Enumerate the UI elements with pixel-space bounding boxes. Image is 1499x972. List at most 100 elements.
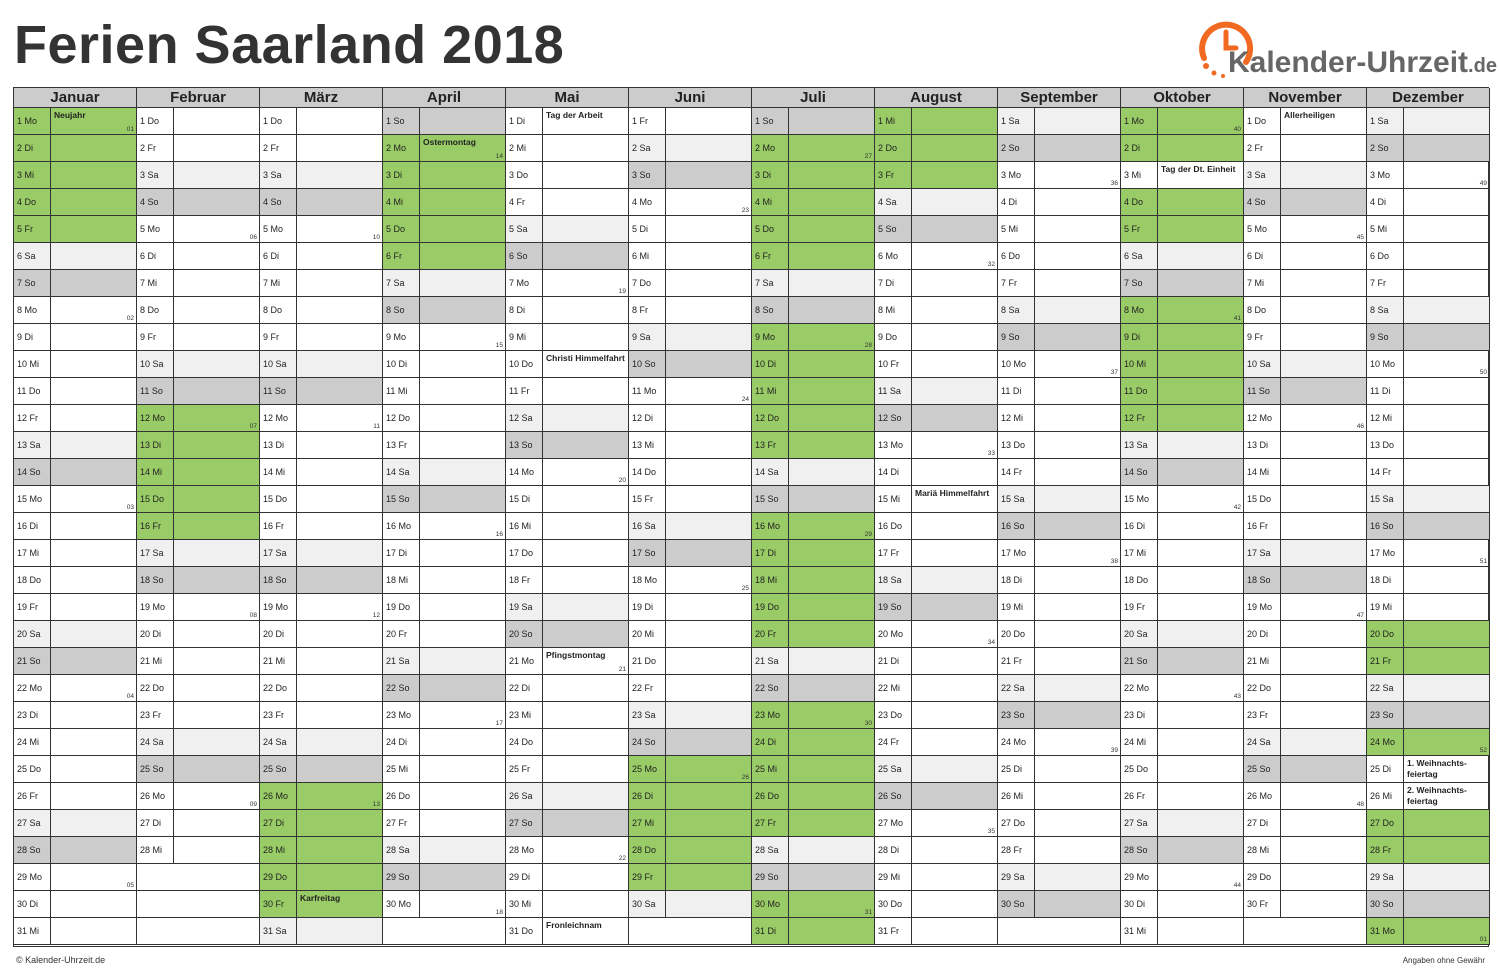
day-fill (420, 432, 505, 458)
month-column: Februar 1 Do 2 Fr 3 Sa 4 So 5 Mo 06 6 Di 7 Mi 8 D… (137, 88, 260, 946)
day-cell: 8 Do (260, 297, 383, 324)
day-label: 10 Di (752, 351, 789, 377)
day-fill (1281, 243, 1366, 269)
day-label: 8 Sa (998, 297, 1035, 323)
day-label: 2 Sa (629, 135, 666, 161)
day-cell: 17 Mi (14, 540, 137, 567)
day-cell: 9 Fr (260, 324, 383, 351)
day-label: 6 Fr (752, 243, 789, 269)
day-cell: 15 Fr (629, 486, 752, 513)
day-fill (1035, 378, 1120, 404)
day-label: 4 Sa (875, 189, 912, 215)
day-label: 1 Mo (14, 108, 51, 134)
day-fill (420, 756, 505, 782)
day-cell: 22 Di (506, 675, 629, 702)
day-fill (297, 324, 382, 350)
day-cell: 17 Fr (875, 540, 998, 567)
day-cell: 3 Mi (14, 162, 137, 189)
day-fill (912, 567, 997, 593)
day-cell: 13 Do (1367, 432, 1490, 459)
week-number: 43 (1233, 693, 1241, 700)
day-cell: 19 So (875, 594, 998, 621)
day-cell: 9 Mo 15 (383, 324, 506, 351)
day-cell: 5 Sa (506, 216, 629, 243)
day-cell: 16 So (998, 513, 1121, 540)
day-label: 6 Di (260, 243, 297, 269)
day-label: 17 Di (383, 540, 420, 566)
day-fill (789, 594, 874, 620)
day-fill (912, 648, 997, 674)
day-label: 8 So (752, 297, 789, 323)
week-number: 12 (372, 612, 380, 619)
day-cell: 1 So (383, 108, 506, 135)
day-label: 3 Mo (1367, 162, 1404, 188)
day-fill (912, 702, 997, 728)
day-fill (789, 540, 874, 566)
day-cell: 12 Mi (998, 405, 1121, 432)
month-column: Juli 1 So 2 Mo 27 3 Di 4 Mi 5 Do 6 Fr 7 Sa 8 So 9 … (752, 88, 875, 946)
day-label: 7 So (1121, 270, 1158, 296)
day-label: 15 Mi (875, 486, 912, 512)
day-label: 15 Sa (1367, 486, 1404, 512)
day-fill (1404, 378, 1489, 404)
logo-text: Kalender-Uhrzeit.de (1228, 46, 1497, 79)
day-cell: 29 Mi (875, 864, 998, 891)
day-fill (51, 486, 136, 512)
week-number: 24 (741, 396, 749, 403)
day-label: 22 Mo (14, 675, 51, 701)
day-fill (1035, 459, 1120, 485)
day-fill (912, 135, 997, 161)
day-cell: 18 Di (998, 567, 1121, 594)
day-label: 18 Do (14, 567, 51, 593)
day-fill (1158, 459, 1243, 485)
month-column: Juni 1 Fr 2 Sa 3 So 4 Mo 23 5 Di 6 Mi 7 Do 8 Fr 9 … (629, 88, 752, 946)
holiday-name: Fronleichnam (546, 920, 602, 930)
day-cell: 21 Mi (260, 648, 383, 675)
day-label: 29 Sa (998, 864, 1035, 890)
day-cell: 1 Mi (875, 108, 998, 135)
day-fill (420, 405, 505, 431)
day-cell: 23 Fr (137, 702, 260, 729)
month-header: Oktober (1121, 88, 1244, 108)
day-fill (51, 702, 136, 728)
week-number: 22 (618, 855, 626, 862)
day-label: 6 Di (137, 243, 174, 269)
day-cell: 25 So (1244, 756, 1367, 783)
day-fill (789, 162, 874, 188)
day-label: 26 Mo (1244, 783, 1281, 809)
day-label: 4 Di (998, 189, 1035, 215)
day-cell: 22 So (383, 675, 506, 702)
empty-day-cell (1244, 918, 1367, 945)
day-label: 29 So (383, 864, 420, 890)
week-number: 11 (373, 423, 380, 430)
day-label: 29 Mo (1121, 864, 1158, 890)
day-fill (174, 324, 259, 350)
day-label: 4 Fr (506, 189, 543, 215)
day-fill (543, 729, 628, 755)
day-cell: 3 Mo 36 (998, 162, 1121, 189)
day-label: 16 Fr (1244, 513, 1281, 539)
day-label: 28 So (14, 837, 51, 863)
day-fill (789, 918, 874, 944)
day-fill (297, 243, 382, 269)
day-fill (1404, 837, 1489, 863)
day-fill (1035, 135, 1120, 161)
day-label: 10 Do (506, 351, 543, 377)
day-label: 15 So (752, 486, 789, 512)
day-label: 11 Do (1121, 378, 1158, 404)
day-label: 22 Fr (629, 675, 666, 701)
day-cell: 1 Fr (629, 108, 752, 135)
logo[interactable]: Kalender-Uhrzeit.de (1196, 16, 1497, 80)
day-fill (1158, 621, 1243, 647)
clock-icon (1199, 21, 1254, 78)
day-cell: 20 Sa (1121, 621, 1244, 648)
day-cell: 23 Mo 30 (752, 702, 875, 729)
day-fill (1281, 891, 1366, 917)
day-label: 5 Do (752, 216, 789, 242)
day-cell: 15 Mo 42 (1121, 486, 1244, 513)
day-label: 1 Mo (1121, 108, 1158, 134)
day-fill (297, 648, 382, 674)
day-cell: 30 Do (875, 891, 998, 918)
day-cell: 19 Mi (998, 594, 1121, 621)
day-fill (912, 729, 997, 755)
